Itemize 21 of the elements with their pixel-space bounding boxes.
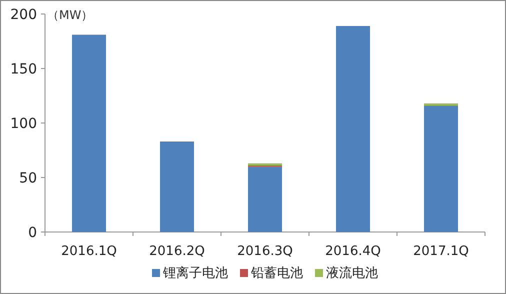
bar [336,26,370,232]
x-tick-label: 2016.2Q [149,244,205,259]
x-tick-label: 2016.4Q [325,244,381,259]
bar [248,166,282,232]
bar [424,106,458,232]
y-tick-label: 150 [10,62,37,78]
legend-label: 铅蓄电池 [250,266,303,281]
bar [424,103,458,106]
y-tick-label: 100 [10,116,37,132]
bar [72,34,106,232]
legend-label: 液流电池 [326,265,378,281]
x-tick-label: 2017.1Q [413,244,469,259]
x-tick-label: 2016.3Q [237,244,293,259]
y-axis-title: （MW） [47,8,94,22]
y-tick-label: 0 [28,225,37,241]
y-tick-label: 50 [19,170,37,186]
bar [248,163,282,166]
y-tick-label: 200 [10,7,37,23]
x-tick-label: 2016.1Q [61,244,117,259]
legend-label: 锂离子电池 [162,265,228,281]
bar [160,142,194,232]
